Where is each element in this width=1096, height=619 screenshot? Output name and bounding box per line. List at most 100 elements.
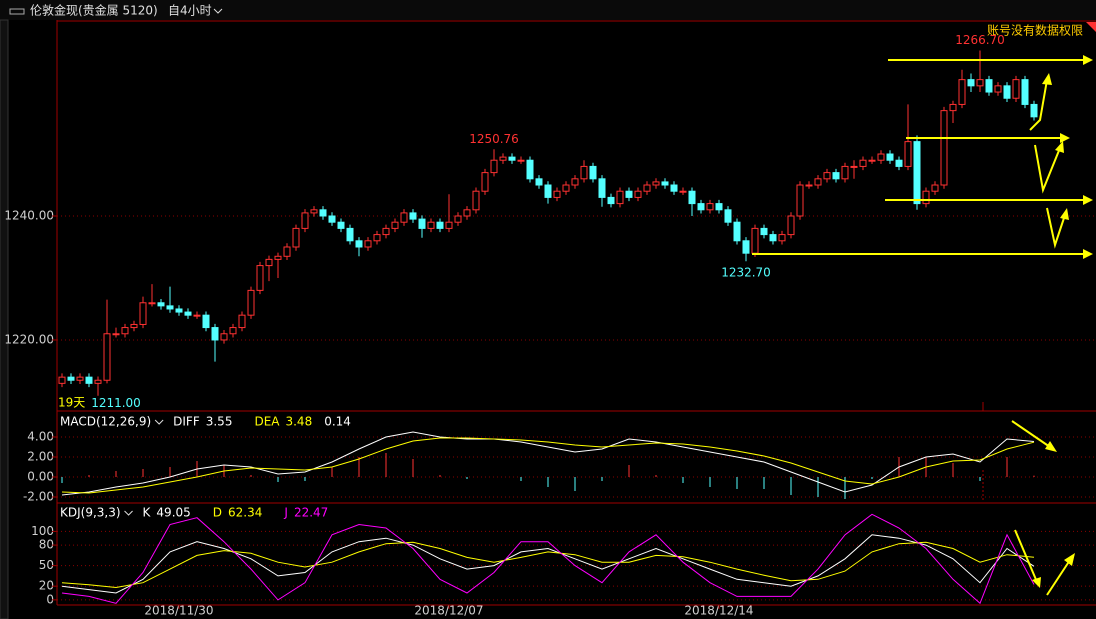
candle-body <box>913 141 921 205</box>
legend-name: K <box>143 506 152 520</box>
candle-body <box>103 333 111 381</box>
dropdown-arrow <box>154 419 164 425</box>
candle-body <box>661 181 669 186</box>
legend-value: 3.48 <box>285 415 312 429</box>
indicator-title: MACD(12,26,9) <box>60 415 151 429</box>
candle-body <box>265 258 273 267</box>
annotations <box>752 55 1093 596</box>
candle-body <box>949 103 957 112</box>
extreme-label: 1250.76 <box>469 132 519 146</box>
arrow-head <box>1055 141 1064 153</box>
y-tick-label: 20 <box>39 579 54 593</box>
legend-value: 0.14 <box>324 415 351 429</box>
indicator-line <box>61 437 1035 494</box>
drawn-arrow <box>1011 420 1051 448</box>
candle-body <box>418 218 426 229</box>
legend-value: 62.34 <box>228 506 262 520</box>
legend-value: 22.47 <box>294 506 328 520</box>
candle-body <box>814 178 822 186</box>
candle-body <box>319 209 327 217</box>
y-tick-label: -2.00 <box>23 490 54 504</box>
candle-body <box>184 311 192 316</box>
candle-body <box>346 227 354 242</box>
y-tick-label: 50 <box>39 558 54 572</box>
candle-body <box>1003 85 1011 99</box>
candle-body <box>994 85 1002 93</box>
candle-body <box>391 221 399 229</box>
candle-body <box>490 159 498 174</box>
candle-body <box>427 221 435 229</box>
candle-body <box>94 379 102 384</box>
y-tick-label: 0 <box>46 592 54 606</box>
candle-body <box>1021 79 1029 105</box>
candle-body <box>193 314 201 317</box>
candle-body <box>751 227 759 254</box>
candle-body <box>598 178 606 198</box>
drawn-arrow <box>1014 529 1038 583</box>
candle-body <box>355 240 363 248</box>
instrument-title[interactable]: 伦敦金现(贵金属 5120) <box>30 3 158 18</box>
candle-body <box>121 327 129 335</box>
candle-body <box>904 141 912 167</box>
toolbar <box>0 0 1096 20</box>
icon <box>9 8 25 15</box>
candle-body <box>868 159 876 162</box>
candle-body <box>877 153 885 161</box>
candle-body <box>733 221 741 242</box>
candle-body <box>643 184 651 192</box>
extreme-label: 1266.70 <box>955 33 1005 47</box>
arrow-head <box>1045 441 1057 452</box>
candle-body <box>76 376 84 381</box>
candle-body <box>805 184 813 187</box>
candle-body <box>238 314 246 329</box>
candle-body <box>364 240 372 248</box>
candle-body <box>400 212 408 223</box>
candle-body <box>211 327 219 341</box>
candle-body <box>742 240 750 254</box>
candle-body <box>229 327 237 335</box>
candle-body <box>166 305 174 310</box>
candle-body <box>301 212 309 229</box>
candle-body <box>67 376 75 381</box>
candle-body <box>202 314 210 329</box>
x-tick-label: 2018/12/07 <box>414 604 483 618</box>
legend-name: D <box>213 506 222 520</box>
arrow-head <box>1032 577 1041 588</box>
candle-body <box>958 79 966 105</box>
candle-body <box>328 215 336 223</box>
candle-body <box>679 190 687 193</box>
candle-body <box>112 333 120 336</box>
candle-body <box>589 165 597 180</box>
candle-body <box>247 289 255 316</box>
candle-body <box>85 376 93 384</box>
drawn-arrow <box>1029 79 1048 131</box>
drawn-arrow <box>1034 144 1061 194</box>
indicator-line <box>61 534 1035 594</box>
candle-body <box>535 178 543 186</box>
scrollbar <box>0 19 9 619</box>
legend-name: DIFF <box>173 415 200 429</box>
arrow-head <box>1064 553 1075 566</box>
y-tick-label: 1240.00 <box>4 209 54 223</box>
indicator-line <box>61 541 1035 589</box>
candle-body <box>985 79 993 93</box>
candle-body <box>1012 79 1020 99</box>
candle-body <box>724 209 732 223</box>
candle-body <box>310 209 318 214</box>
arrow-head <box>1083 55 1093 65</box>
period-select[interactable]: 自4小时 <box>168 4 212 18</box>
candle-body <box>472 190 480 211</box>
arrow-head <box>1042 73 1052 85</box>
candle-body <box>688 190 696 205</box>
candle-body <box>976 79 984 87</box>
candle-body <box>886 153 894 161</box>
candle-body <box>436 221 444 229</box>
y-tick-label: 2.00 <box>27 450 54 464</box>
period-label: 19天 <box>58 396 85 410</box>
candle-body <box>409 212 417 220</box>
dropdown-arrow[interactable] <box>213 8 223 14</box>
arrow-head <box>1083 249 1093 259</box>
candle-body <box>580 165 588 180</box>
